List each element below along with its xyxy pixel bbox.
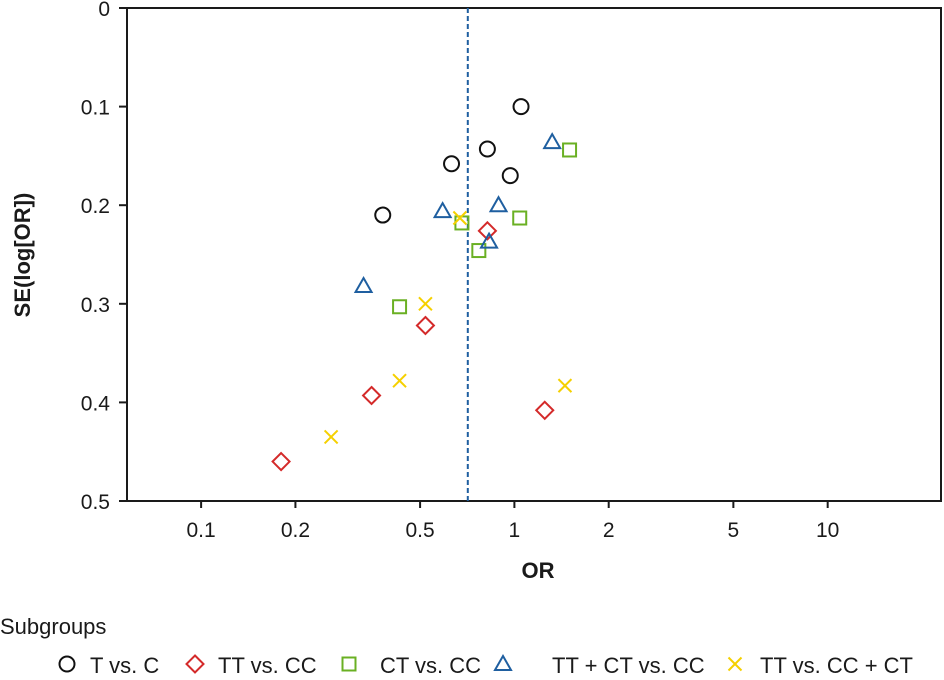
legend-item: TT vs. CC [185,653,317,678]
data-point-x [418,296,433,312]
legend-item: TT vs. CC + CT [727,653,913,678]
y-tick-label: 0.1 [81,97,110,120]
data-point-x [557,378,573,393]
data-point-triangle [479,231,499,249]
data-point-triangle [488,195,509,213]
y-tick-label: 0.5 [81,491,110,514]
legend-label: CT vs. CC [380,653,481,678]
y-tick-label: 0.4 [81,392,111,415]
series-x [323,210,573,445]
y-axis-title: SE(log[OR]) [10,193,35,318]
series-triangle [353,132,562,294]
x-tick-label: 5 [728,519,740,542]
data-point-diamond [361,385,382,406]
legend-marker-triangle [493,653,513,671]
data-point-x [452,210,468,226]
data-point-circle [443,155,461,173]
data-point-square [471,243,487,259]
legend-label: TT vs. CC [218,653,317,678]
legend-marker-diamond [185,654,205,674]
legend-item: CT vs. CC [341,653,481,678]
x-tick-label: 1 [509,519,521,542]
data-point-triangle [353,276,374,294]
legend-marker-square [341,656,357,672]
y-tick-label: 0.3 [81,294,110,317]
data-point-x [323,429,339,445]
data-point-diamond [477,220,498,241]
legend-label: TT vs. CC + CT [760,653,913,678]
legend-marker-x [727,656,743,672]
data-point-square [454,215,470,231]
data-point-x [392,373,407,388]
data-point-triangle [432,201,453,219]
x-tick-label: 10 [816,519,839,542]
data-point-diamond [415,315,436,336]
x-tick-label: 2 [603,519,615,542]
legend: T vs. C TT vs. CC CT vs. CC TT + CT vs. CC T… [58,653,913,678]
data-point-square [562,142,578,158]
data-point-square [392,299,408,315]
data-point-triangle [542,132,562,150]
y-tick-label: 0.2 [81,195,110,218]
data-point-circle [478,140,496,158]
legend-label: TT + CT vs. CC [552,653,705,678]
x-tick-label: 0.2 [281,519,310,542]
x-axis-title: OR [522,558,555,583]
data-point-circle [501,167,519,185]
series-square [392,142,578,315]
x-tick-label: 0.1 [187,519,216,542]
data-point-diamond [271,451,292,472]
series-diamond [271,220,555,472]
plot-frame [126,7,942,502]
legend-marker-circle [58,655,76,673]
data-point-circle [374,206,392,224]
legend-item: TT + CT vs. CC [493,653,705,678]
data-point-square [512,210,528,226]
legend-title: Subgroups [0,614,106,639]
series-circle [374,98,530,224]
legend-item: T vs. C [58,653,159,678]
y-tick-label: 0 [98,0,110,21]
data-point-circle [512,98,530,116]
x-tick-label: 0.5 [405,519,434,542]
legend-label: T vs. C [90,653,159,678]
data-point-diamond [534,400,555,421]
